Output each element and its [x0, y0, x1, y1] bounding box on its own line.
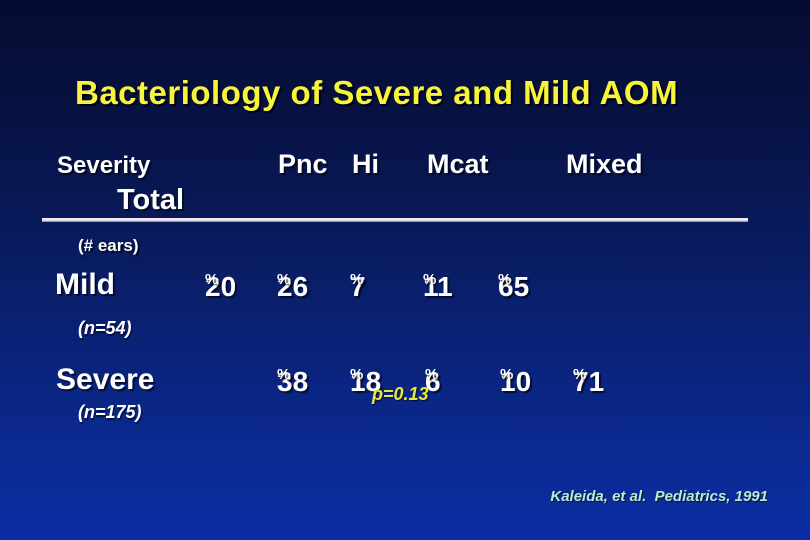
sample-size-mild: (n=54)	[78, 318, 132, 338]
row-label-severe: Severe	[56, 363, 155, 396]
ears-sublabel: (# ears)	[78, 236, 139, 255]
percent-sign: %	[350, 366, 364, 383]
p-value-annotation: p=0.13	[372, 384, 429, 404]
percent-sign: %	[350, 271, 364, 288]
column-header-hi: Hi	[352, 149, 379, 179]
percent-sign: %	[423, 271, 437, 288]
cell-value: 71	[573, 366, 605, 397]
source-citation: Kaleida, et al. Pediatrics, 1991	[550, 488, 768, 505]
percent-sign: %	[425, 366, 439, 383]
column-header-total: Total	[117, 184, 185, 216]
slide-title: Bacteriology of Severe and Mild AOM	[75, 74, 679, 111]
cell-value: 6	[425, 366, 441, 397]
percent-sign: %	[277, 271, 291, 288]
percent-sign: %	[498, 271, 512, 288]
column-header-severity: Severity	[57, 152, 151, 179]
cell-value: 65	[498, 271, 530, 302]
column-header-pnc: Pnc	[278, 149, 328, 179]
cell-value: 7	[350, 271, 366, 302]
header-divider-rule	[42, 218, 748, 222]
percent-sign: %	[500, 366, 514, 383]
cell-value: 38	[277, 366, 309, 397]
column-header-mixed: Mixed	[566, 149, 643, 179]
cell-value: 26	[277, 271, 309, 302]
column-header-mcat: Mcat	[427, 149, 489, 179]
sample-size-severe: (n=175)	[78, 402, 142, 422]
row-label-mild: Mild	[55, 268, 115, 301]
cell-value: 18	[350, 366, 382, 397]
cell-value: 20	[205, 271, 237, 302]
percent-sign: %	[277, 366, 291, 383]
percent-sign: %	[205, 271, 219, 288]
percent-sign: %	[573, 366, 587, 383]
cell-value: 11	[423, 271, 453, 302]
cell-value: 10	[500, 366, 532, 397]
